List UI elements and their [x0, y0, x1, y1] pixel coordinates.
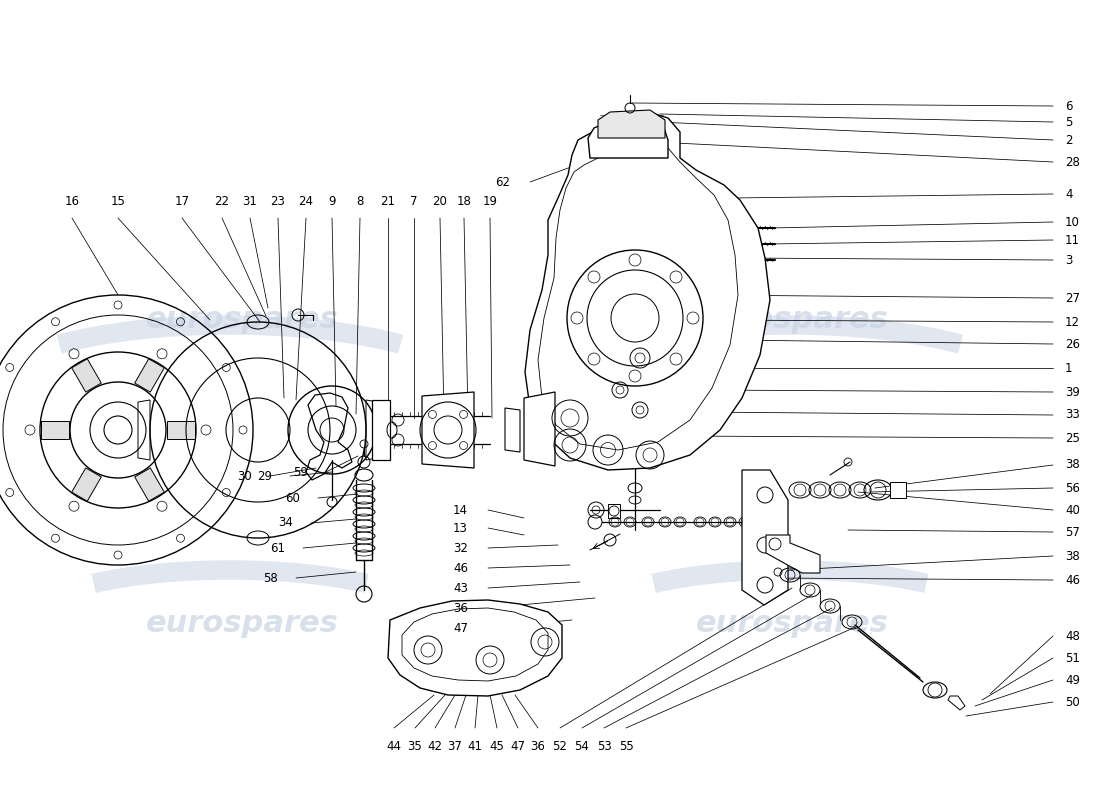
Text: 46: 46 [453, 562, 468, 574]
Bar [167, 421, 195, 439]
Text: 6: 6 [1065, 99, 1072, 113]
Text: 12: 12 [1065, 315, 1080, 329]
Polygon shape [766, 535, 820, 573]
Bar [72, 468, 101, 501]
Text: 47: 47 [510, 740, 526, 753]
Text: 38: 38 [1065, 458, 1080, 471]
Bar [134, 468, 164, 501]
Text: 61: 61 [270, 542, 285, 554]
Text: 24: 24 [298, 195, 314, 208]
Text: 19: 19 [483, 195, 497, 208]
Polygon shape [422, 392, 474, 468]
Text: 48: 48 [1065, 630, 1080, 642]
Polygon shape [598, 110, 666, 138]
Text: 36: 36 [530, 740, 546, 753]
Polygon shape [402, 608, 548, 681]
Text: 25: 25 [1065, 431, 1080, 445]
Bar [134, 359, 164, 392]
Bar [72, 359, 101, 392]
Text: 29: 29 [257, 470, 272, 482]
Text: 21: 21 [381, 195, 396, 208]
Text: 58: 58 [263, 571, 278, 585]
Text: 52: 52 [552, 740, 568, 753]
Text: 43: 43 [453, 582, 468, 594]
Text: 42: 42 [428, 740, 442, 753]
Text: 13: 13 [453, 522, 468, 534]
Text: 49: 49 [1065, 674, 1080, 686]
Text: 9: 9 [328, 195, 336, 208]
Text: 39: 39 [1065, 386, 1080, 398]
Text: 33: 33 [1065, 409, 1080, 422]
Text: 28: 28 [1065, 155, 1080, 169]
Text: 20: 20 [432, 195, 448, 208]
Polygon shape [588, 118, 668, 158]
Text: 44: 44 [386, 740, 402, 753]
Polygon shape [890, 482, 906, 498]
Text: 22: 22 [214, 195, 230, 208]
Text: 40: 40 [1065, 503, 1080, 517]
Text: 14: 14 [453, 503, 468, 517]
Text: 41: 41 [468, 740, 483, 753]
Polygon shape [742, 470, 788, 605]
Text: 56: 56 [1065, 482, 1080, 494]
Bar [41, 421, 69, 439]
Text: 10: 10 [1065, 215, 1080, 229]
Polygon shape [524, 392, 556, 466]
Text: 30: 30 [238, 470, 252, 482]
Polygon shape [525, 112, 770, 470]
Text: 36: 36 [453, 602, 468, 614]
Text: 16: 16 [65, 195, 79, 208]
Text: eurospares: eurospares [695, 610, 889, 638]
Polygon shape [538, 142, 738, 450]
Text: 27: 27 [1065, 291, 1080, 305]
Text: 50: 50 [1065, 695, 1080, 709]
Text: 53: 53 [596, 740, 612, 753]
Text: 23: 23 [271, 195, 285, 208]
Text: 17: 17 [175, 195, 189, 208]
Polygon shape [505, 408, 520, 452]
Text: 2: 2 [1065, 134, 1072, 146]
Text: 3: 3 [1065, 254, 1072, 266]
Text: 34: 34 [278, 517, 293, 530]
Text: 60: 60 [285, 491, 300, 505]
Text: 62: 62 [495, 175, 510, 189]
Text: 26: 26 [1065, 338, 1080, 350]
Text: 18: 18 [456, 195, 472, 208]
Text: 4: 4 [1065, 187, 1072, 201]
Text: eurospares: eurospares [145, 306, 339, 334]
Text: 51: 51 [1065, 651, 1080, 665]
Text: 46: 46 [1065, 574, 1080, 586]
Text: 7: 7 [410, 195, 418, 208]
Text: 32: 32 [453, 542, 468, 554]
Polygon shape [388, 600, 562, 696]
Text: 15: 15 [111, 195, 125, 208]
Text: 1: 1 [1065, 362, 1072, 374]
Text: 8: 8 [356, 195, 364, 208]
Text: eurospares: eurospares [695, 306, 889, 334]
Text: 47: 47 [453, 622, 468, 634]
Text: 11: 11 [1065, 234, 1080, 246]
Text: 31: 31 [243, 195, 257, 208]
Text: 57: 57 [1065, 526, 1080, 538]
Text: 54: 54 [574, 740, 590, 753]
Text: 38: 38 [1065, 550, 1080, 562]
Polygon shape [948, 696, 965, 710]
Text: 35: 35 [408, 740, 422, 753]
Text: 37: 37 [448, 740, 462, 753]
Text: 55: 55 [618, 740, 634, 753]
Text: 45: 45 [490, 740, 505, 753]
Polygon shape [372, 400, 390, 460]
Polygon shape [608, 504, 620, 518]
Text: 5: 5 [1065, 115, 1072, 129]
Text: 59: 59 [293, 466, 308, 478]
Text: eurospares: eurospares [145, 610, 339, 638]
